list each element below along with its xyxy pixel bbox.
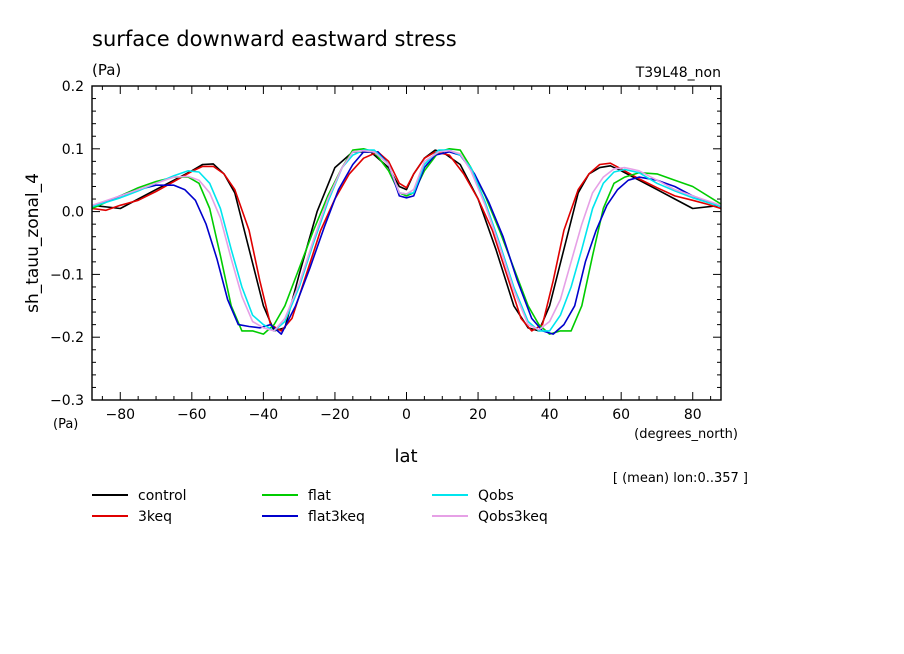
y-tick-label: 0.0	[62, 205, 84, 221]
legend-label: flat3keq	[308, 509, 365, 525]
y-tick-label: 0.1	[62, 142, 84, 158]
y-axis-label: sh_tauu_zonal_4	[23, 173, 43, 313]
series-lines	[92, 148, 721, 335]
plot-frame	[91, 85, 722, 401]
x-tick-label: −40	[249, 407, 279, 423]
y-tick-label: −0.3	[50, 393, 84, 409]
x-axis-label: lat	[394, 446, 417, 467]
series-line-3keq	[92, 151, 721, 332]
axis-ticks	[92, 85, 721, 401]
y-tick-label: 0.2	[62, 79, 84, 95]
legend: control 3keq flat flat3keq Qobs Qobs3keq	[92, 488, 548, 525]
x-tick-label: 20	[469, 407, 487, 423]
x-tick-label: −20	[320, 407, 350, 423]
y-tick-labels: 0.2 0.1 0.0 −0.1 −0.2 −0.3	[50, 79, 84, 409]
chart-title: surface downward eastward stress	[92, 27, 457, 51]
x-tick-label: 40	[541, 407, 559, 423]
x-tick-label: 0	[402, 407, 411, 423]
y-tick-label: −0.2	[50, 330, 84, 346]
x-tick-labels: −80 −60 −40 −20 0 20 40 60 80	[105, 407, 701, 423]
x-tick-label: −80	[105, 407, 135, 423]
legend-label: Qobs3keq	[478, 509, 548, 525]
series-line-qobs3keq	[92, 149, 721, 332]
legend-label: Qobs	[478, 488, 514, 504]
x-tick-label: 80	[684, 407, 702, 423]
legend-label: control	[138, 488, 187, 504]
x-axis-units: (degrees_north)	[634, 427, 738, 442]
y-tick-label: −0.1	[50, 267, 84, 283]
title-units: (Pa)	[92, 61, 121, 79]
run-label: T39L48_non	[635, 65, 721, 81]
x-tick-label: 60	[612, 407, 630, 423]
legend-label: flat	[308, 488, 331, 504]
legend-label: 3keq	[138, 509, 172, 525]
mean-note: [ (mean) lon:0..357 ]	[613, 471, 748, 486]
series-line-flat	[92, 148, 721, 335]
y-axis-units: (Pa)	[53, 417, 78, 432]
x-tick-label: −60	[177, 407, 207, 423]
series-line-flat3keq	[92, 151, 721, 335]
